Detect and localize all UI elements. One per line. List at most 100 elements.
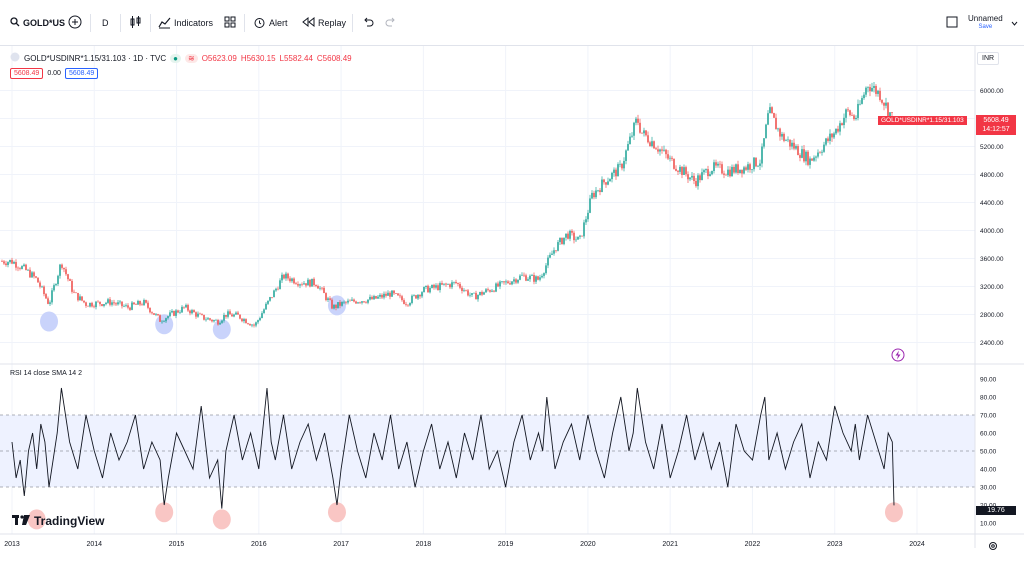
candle-body — [19, 268, 21, 269]
x-tick-label: 2013 — [4, 541, 20, 548]
bid-tag[interactable]: 5608.49 — [10, 68, 44, 79]
candle-body — [385, 293, 387, 296]
chart-type-button[interactable] — [128, 0, 142, 46]
candle-body — [737, 164, 739, 173]
candle-body — [161, 321, 163, 323]
replay-button[interactable]: Replay — [302, 0, 346, 46]
undo-icon — [362, 17, 374, 29]
candle-body — [111, 302, 113, 305]
candle-body — [751, 169, 753, 170]
candle-body — [875, 86, 877, 94]
candle-body — [375, 296, 377, 299]
candles-icon — [128, 15, 142, 31]
candle-body — [821, 151, 823, 153]
candle-body — [15, 262, 17, 268]
candle-body — [397, 293, 399, 296]
indicators-label: Indicators — [174, 18, 214, 28]
x-tick-label: 2020 — [580, 541, 596, 548]
candle-body — [497, 283, 499, 287]
candle-body — [665, 149, 667, 155]
candle-body — [361, 301, 363, 303]
last-price-badge: 5608.49 14:12:57 — [976, 115, 1016, 135]
candle-body — [445, 283, 447, 285]
candle-body — [377, 296, 379, 299]
candle-body — [211, 319, 213, 322]
symbol-search[interactable]: GOLD*US — [10, 0, 65, 46]
layout-menu[interactable]: Unnamed Save — [968, 0, 1003, 46]
rsi-tick-label: 70.00 — [980, 413, 997, 420]
chart-canvas[interactable]: 2013 2014 2015 2016 2017 2018 2019 2020 2021 2022… — [0, 46, 1024, 576]
candle-body — [725, 174, 727, 176]
candle-body — [791, 142, 793, 147]
candle-body — [485, 289, 487, 293]
candle-body — [59, 264, 61, 276]
candle-body — [75, 292, 77, 294]
candle-body — [107, 299, 109, 303]
redo-button[interactable] — [385, 0, 397, 46]
candle-body — [355, 301, 357, 304]
candle-body — [81, 296, 83, 301]
candle-body — [401, 296, 403, 301]
lightning-button[interactable] — [891, 348, 905, 367]
candle-body — [625, 150, 627, 161]
candle-body — [645, 130, 647, 136]
candle-body — [597, 190, 599, 191]
candle-body — [641, 132, 643, 134]
candle-body — [589, 198, 591, 213]
candle-body — [265, 303, 267, 310]
templates-button[interactable] — [224, 0, 236, 46]
candle-body — [201, 314, 203, 315]
indicators-button[interactable]: Indicators — [158, 0, 213, 46]
settings-button[interactable] — [988, 538, 998, 556]
currency-selector[interactable]: INR — [977, 52, 1000, 65]
x-tick-label: 2022 — [745, 541, 761, 548]
candle-body — [721, 164, 723, 174]
candle-body — [51, 290, 53, 303]
candle-body — [881, 100, 883, 103]
price-tick-label: 6000.00 — [980, 88, 1004, 95]
candle-body — [233, 314, 235, 317]
interval-button[interactable]: D — [102, 0, 109, 46]
candle-body — [171, 310, 173, 313]
candle-body — [825, 138, 827, 145]
rsi-tick-label: 30.00 — [980, 485, 997, 492]
candle-body — [709, 174, 711, 177]
candle-body — [741, 169, 743, 174]
candle-body — [501, 281, 503, 282]
candle-body — [801, 149, 803, 158]
ask-tag[interactable]: 5608.49 — [64, 68, 99, 79]
candle-body — [663, 149, 665, 151]
candle-body — [707, 169, 709, 177]
undo-button[interactable] — [362, 0, 374, 46]
candle-body — [687, 174, 689, 180]
candle-body — [153, 313, 155, 315]
candle-body — [537, 276, 539, 280]
candle-body — [711, 171, 713, 175]
compare-button[interactable] — [68, 0, 82, 46]
candle-body — [507, 281, 509, 284]
candle-body — [263, 309, 265, 314]
candle-body — [317, 286, 319, 289]
candle-body — [595, 190, 597, 198]
candle-body — [83, 300, 85, 303]
candle-body — [811, 158, 813, 161]
candle-body — [667, 154, 669, 159]
candle-body — [191, 310, 193, 314]
rsi-last-value: 19.76 — [976, 506, 1016, 515]
candle-body — [27, 269, 29, 271]
candle-body — [851, 115, 853, 116]
fullscreen-button[interactable] — [946, 0, 958, 46]
candle-body — [427, 285, 429, 293]
candle-body — [207, 318, 209, 320]
candle-body — [531, 275, 533, 276]
candle-body — [455, 281, 457, 284]
candle-body — [299, 284, 301, 286]
candle-body — [813, 157, 815, 161]
candle-body — [623, 160, 625, 169]
rsi-tick-label: 40.00 — [980, 467, 997, 474]
alert-button[interactable]: Alert — [253, 0, 288, 46]
candle-body — [837, 128, 839, 132]
layout-dropdown[interactable] — [1011, 0, 1018, 46]
grid-icon — [224, 16, 236, 30]
toolbar-divider — [90, 14, 91, 32]
